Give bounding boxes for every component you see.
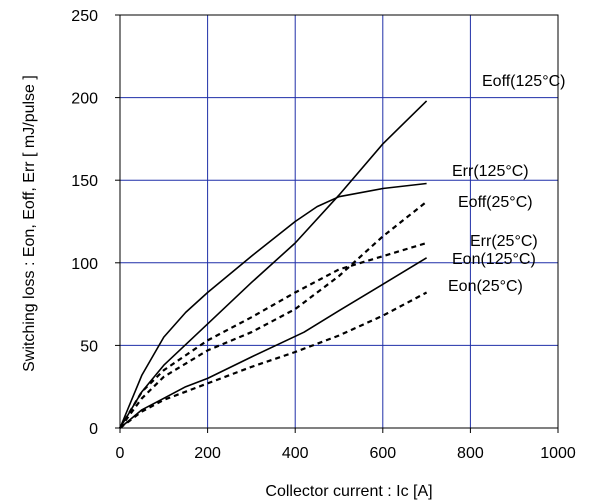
y-tick-label: 100: [71, 256, 98, 273]
series-line-3: [119, 241, 427, 429]
series-lines: [119, 100, 428, 429]
series-label-3: Err(25°C): [470, 233, 538, 250]
series-line-4: [119, 257, 428, 429]
grid: [120, 15, 558, 428]
plot-frame: [119, 14, 559, 429]
series-line-2: [119, 200, 428, 429]
y-axis-label: Switching loss : Eon, Eoff, Err [ mJ/pul…: [21, 75, 38, 372]
series-label-1: Err(125°C): [452, 163, 529, 180]
y-tick-label: 250: [71, 8, 98, 25]
series-label-0: Eoff(125°C): [482, 73, 565, 90]
series-label-4: Eon(125°C): [452, 251, 536, 268]
tick-labels: 0 200 400 600 800 1000 0 50 100 150 200 250: [71, 8, 576, 462]
series-line-5: [119, 291, 428, 429]
x-tick-label: 1000: [540, 445, 576, 462]
y-tick-label: 150: [71, 173, 98, 190]
x-tick-label: 400: [282, 445, 309, 462]
x-tick-label: 0: [116, 445, 125, 462]
x-tick-label: 200: [194, 445, 221, 462]
x-axis-label: Collector current : Ic [A]: [265, 483, 432, 500]
y-tick-label: 50: [80, 338, 98, 355]
x-tick-label: 800: [457, 445, 484, 462]
series-line-0: [119, 100, 428, 429]
series-label-2: Eoff(25°C): [458, 194, 533, 211]
series-line-1: [119, 182, 427, 429]
y-tick-label: 200: [71, 91, 98, 108]
x-tick-label: 600: [369, 445, 396, 462]
y-tick-label: 0: [89, 421, 98, 438]
series-label-5: Eon(25°C): [448, 278, 523, 295]
series-labels: Eoff(125°C) Err(125°C) Eoff(25°C) Err(25°C)…: [448, 73, 565, 295]
